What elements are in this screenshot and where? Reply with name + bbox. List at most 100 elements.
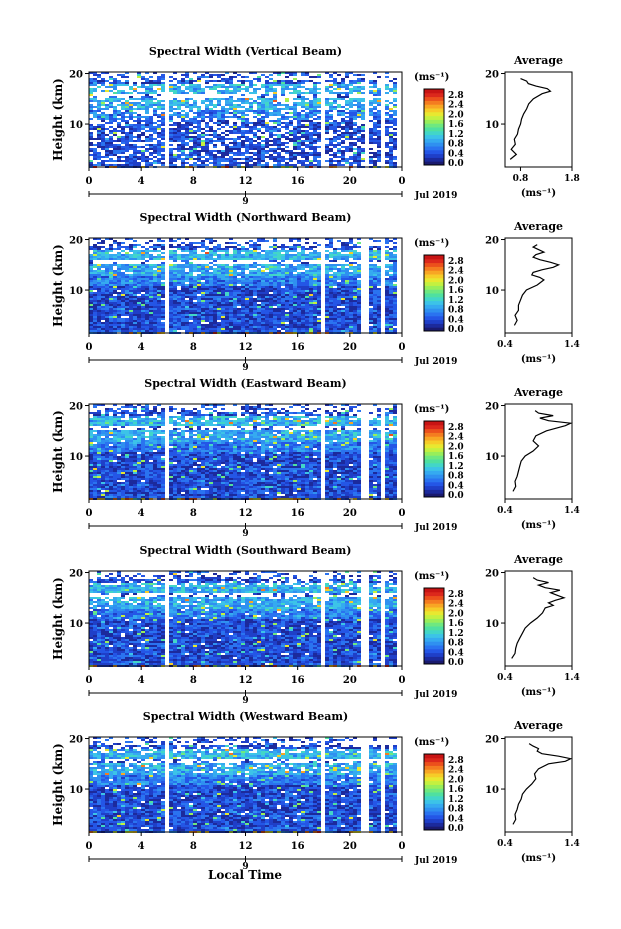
heatmap-cell	[173, 268, 177, 270]
heatmap-cell	[297, 128, 301, 130]
heatmap-cell	[209, 80, 213, 82]
heatmap-cell	[185, 82, 189, 84]
heatmap-cell	[257, 80, 261, 82]
heatmap-cell	[221, 122, 225, 124]
heatmap-cell	[377, 142, 381, 144]
heatmap-cell	[221, 80, 225, 82]
heatmap-cell	[233, 300, 237, 302]
heatmap-cell	[353, 80, 357, 82]
heatmap-cell	[205, 312, 209, 314]
heatmap-cell	[273, 314, 277, 316]
heatmap-cell	[125, 142, 129, 144]
heatmap-cell	[337, 284, 341, 286]
heatmap-cell	[305, 314, 309, 316]
heatmap-cell	[385, 154, 389, 156]
heatmap-cell	[369, 252, 373, 254]
heatmap-cell	[373, 246, 377, 248]
x-tick-label: 16	[291, 176, 305, 187]
heatmap-cell	[197, 286, 201, 288]
heatmap-cell	[269, 148, 273, 150]
heatmap-cell	[173, 104, 177, 106]
heatmap-cell	[89, 104, 93, 106]
heatmap-cell	[297, 154, 301, 156]
heatmap-cell	[389, 276, 393, 278]
heatmap-cell	[309, 148, 313, 150]
heatmap-cell	[101, 296, 105, 298]
heatmap-cell	[257, 142, 261, 144]
heatmap-cell	[225, 130, 229, 132]
heatmap-cell	[341, 106, 345, 108]
heatmap-cell	[349, 278, 353, 280]
heatmap-cell	[169, 320, 173, 322]
heatmap-cell	[329, 106, 333, 108]
heatmap-cell	[213, 286, 217, 288]
heatmap-cell	[101, 274, 105, 276]
heatmap-cell	[349, 256, 353, 258]
heatmap-cell	[357, 106, 361, 108]
heatmap-cell	[245, 302, 249, 304]
heatmap-cell	[137, 152, 141, 154]
heatmap-cell	[89, 300, 93, 302]
heatmap-cell	[217, 294, 221, 296]
heatmap-cell	[329, 118, 333, 120]
heatmap-cell	[269, 304, 273, 306]
heatmap-cell	[213, 134, 217, 136]
heatmap-cell	[285, 304, 289, 306]
heatmap-cell	[197, 276, 201, 278]
heatmap-cell	[149, 280, 153, 282]
heatmap-cell	[241, 162, 245, 164]
heatmap-cell	[125, 92, 129, 94]
heatmap-cell	[133, 148, 137, 150]
heatmap-cell	[97, 278, 101, 280]
heatmap-cell	[377, 278, 381, 280]
heatmap-cell	[349, 240, 353, 242]
heatmap-cell	[333, 252, 337, 254]
heatmap-cell	[377, 160, 381, 162]
heatmap-cell	[173, 92, 177, 94]
heatmap-cell	[289, 284, 293, 286]
heatmap-cell	[185, 114, 189, 116]
heatmap-cell	[361, 126, 365, 128]
heatmap-cell	[145, 80, 149, 82]
heatmap-cell	[285, 108, 289, 110]
heatmap-cell	[309, 142, 313, 144]
heatmap-cell	[261, 254, 265, 256]
heatmap-cell	[105, 298, 109, 300]
heatmap-cell	[317, 318, 321, 320]
heatmap-cell	[317, 154, 321, 156]
heatmap-cell	[189, 158, 193, 160]
heatmap-cell	[157, 322, 161, 324]
heatmap-cell	[393, 100, 397, 102]
heatmap-cell	[385, 128, 389, 130]
heatmap-cell	[317, 276, 321, 278]
heatmap-cell	[157, 116, 161, 118]
heatmap-cell	[357, 114, 361, 116]
heatmap-cell	[289, 92, 293, 94]
heatmap-cell	[285, 254, 289, 256]
heatmap-cell	[369, 278, 373, 280]
heatmap-cell	[313, 86, 317, 88]
heatmap-cell	[329, 296, 333, 298]
heatmap-cell	[337, 134, 341, 136]
heatmap-cell	[393, 78, 397, 80]
heatmap-cell	[137, 92, 141, 94]
heatmap-cell	[269, 140, 273, 142]
heatmap-cell	[313, 138, 317, 140]
heatmap-cell	[177, 106, 181, 108]
heatmap-cell	[173, 246, 177, 248]
heatmap-cell	[313, 132, 317, 134]
heatmap-cell	[125, 102, 129, 104]
heatmap-cell	[261, 266, 265, 268]
heatmap-cell	[305, 158, 309, 160]
heatmap-cell	[261, 96, 265, 98]
heatmap-cell	[125, 150, 129, 152]
heatmap-cell	[277, 120, 281, 122]
heatmap-cell	[153, 128, 157, 130]
heatmap-cell	[197, 316, 201, 318]
heatmap-cell	[157, 274, 161, 276]
heatmap-cell	[389, 160, 393, 162]
heatmap-cell	[373, 292, 377, 294]
heatmap-cell	[137, 256, 141, 258]
heatmap-cell	[133, 322, 137, 324]
heatmap-cell	[185, 136, 189, 138]
